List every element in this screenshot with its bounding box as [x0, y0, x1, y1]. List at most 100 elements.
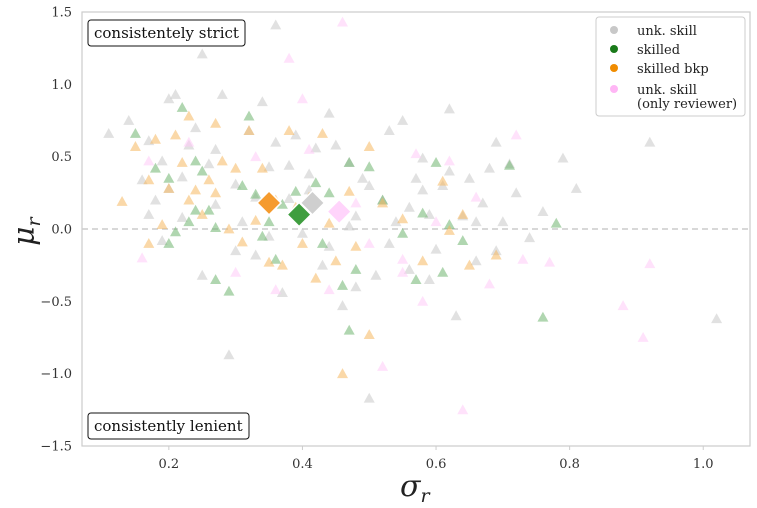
- data-point: [190, 184, 202, 195]
- data-point: [296, 237, 308, 248]
- data-point: [183, 216, 195, 227]
- data-point: [323, 107, 335, 118]
- data-point: [617, 300, 629, 311]
- data-point: [210, 198, 222, 209]
- data-point: [383, 237, 395, 248]
- data-point: [296, 93, 308, 104]
- data-point: [443, 103, 455, 114]
- data-point: [363, 161, 375, 172]
- data-point: [196, 165, 208, 176]
- data-point: [216, 88, 228, 99]
- data-point: [343, 220, 355, 231]
- data-point: [210, 187, 222, 198]
- annotation-strict: consistentely strict: [87, 19, 246, 47]
- mean-marker-0: [255, 189, 283, 217]
- data-point: [210, 143, 222, 154]
- data-point: [196, 48, 208, 59]
- data-point: [483, 162, 495, 173]
- data-point: [550, 217, 562, 228]
- x-tick-label: 0.8: [559, 457, 580, 472]
- legend-box: [595, 16, 746, 117]
- data-point: [103, 128, 115, 138]
- data-point: [149, 133, 161, 144]
- y-tick-label: 1.5: [51, 6, 72, 21]
- data-point: [230, 266, 242, 277]
- data-point: [230, 178, 242, 189]
- mean-marker-2: [299, 189, 326, 217]
- data-point: [383, 125, 395, 136]
- data-point: [123, 115, 135, 125]
- data-point: [363, 237, 375, 248]
- data-point: [337, 300, 349, 311]
- data-point: [283, 193, 295, 204]
- data-point: [524, 232, 536, 243]
- data-point: [223, 223, 235, 234]
- data-point: [490, 136, 502, 147]
- data-point: [504, 159, 516, 170]
- x-axis-label: σr: [400, 469, 431, 507]
- data-point: [337, 279, 349, 290]
- data-point: [457, 209, 469, 219]
- data-point: [323, 240, 335, 251]
- data-point: [397, 213, 409, 224]
- data-point: [263, 256, 275, 267]
- data-point: [163, 172, 175, 183]
- x-tick-label: 0.2: [158, 457, 179, 472]
- data-point: [457, 404, 469, 415]
- data-point: [176, 211, 188, 222]
- data-point: [403, 264, 415, 274]
- data-point: [176, 156, 188, 167]
- y-tick-label: −0.5: [40, 295, 72, 310]
- data-point: [417, 184, 429, 195]
- data-point: [149, 162, 161, 173]
- data-point: [163, 182, 175, 193]
- data-point: [250, 249, 262, 260]
- data-point: [210, 274, 222, 285]
- data-point: [250, 151, 262, 162]
- data-point: [644, 258, 656, 269]
- data-point: [256, 230, 268, 241]
- data-point: [350, 240, 362, 251]
- data-point: [343, 156, 355, 167]
- data-point: [357, 172, 369, 183]
- legend-marker: [610, 45, 618, 53]
- data-point: [443, 219, 455, 230]
- data-point: [470, 216, 482, 227]
- scatter-points: [103, 16, 723, 415]
- data-point: [470, 255, 482, 266]
- data-point: [210, 117, 222, 128]
- data-point: [270, 19, 282, 30]
- data-point: [450, 310, 462, 321]
- data-point: [256, 162, 268, 173]
- data-point: [443, 155, 455, 166]
- data-point: [711, 313, 723, 324]
- data-point: [463, 259, 475, 270]
- data-point: [283, 125, 295, 136]
- data-point: [190, 122, 202, 133]
- mean-marker-3: [326, 198, 353, 225]
- data-point: [203, 158, 215, 169]
- data-point: [196, 209, 208, 219]
- data-point: [203, 174, 215, 185]
- data-point: [276, 198, 288, 209]
- data-point: [116, 196, 128, 206]
- data-point: [183, 194, 195, 205]
- data-point: [250, 188, 262, 199]
- data-point: [470, 191, 482, 202]
- data-point: [403, 201, 415, 212]
- series-3: [136, 16, 656, 415]
- legend-label-line2: (only reviewer): [637, 97, 737, 112]
- data-point: [183, 110, 195, 121]
- data-point: [296, 227, 308, 238]
- data-point: [149, 194, 161, 205]
- data-point: [283, 159, 295, 170]
- data-point: [270, 284, 282, 295]
- data-point: [210, 222, 222, 232]
- data-point: [243, 110, 255, 121]
- data-point: [390, 216, 402, 227]
- data-point: [303, 143, 315, 154]
- data-point: [156, 235, 168, 245]
- data-point: [263, 161, 275, 172]
- data-point: [510, 187, 522, 198]
